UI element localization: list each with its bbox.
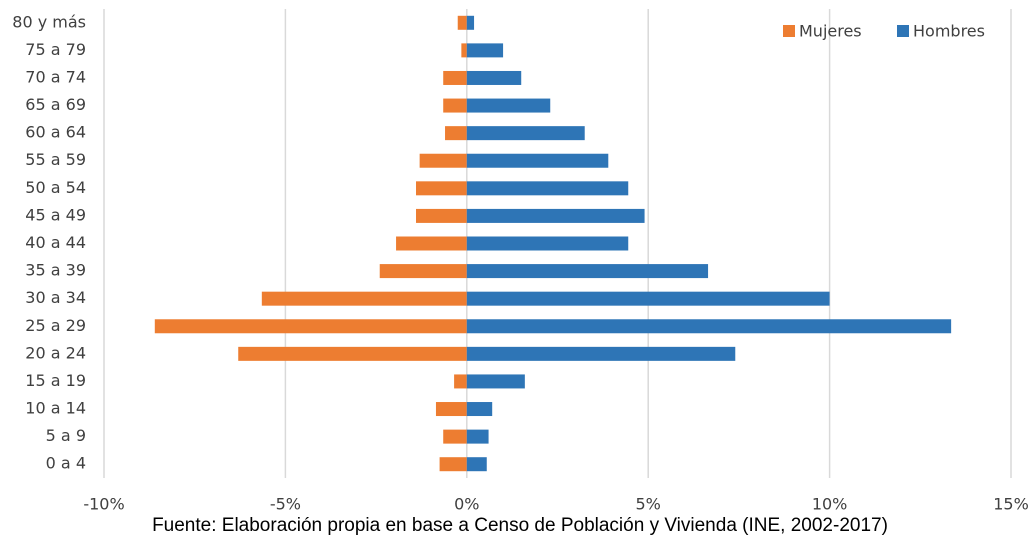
y-tick-label: 20 a 24: [25, 343, 86, 362]
bar: [435, 402, 467, 417]
bar: [419, 153, 467, 168]
y-tick-label: 55 a 59: [25, 150, 86, 169]
bar: [466, 291, 830, 306]
bar: [466, 346, 736, 361]
x-tick-label: -10%: [83, 495, 124, 514]
y-tick-label: 35 a 39: [25, 261, 86, 280]
bar: [454, 374, 467, 389]
bar: [416, 208, 467, 223]
y-tick-label: 40 a 44: [25, 233, 86, 252]
y-tick-label: 65 a 69: [25, 95, 86, 114]
bar: [466, 181, 629, 196]
x-tick-label: 5%: [636, 495, 661, 514]
y-tick-label: 15 a 19: [25, 371, 86, 390]
legend-label: Hombres: [913, 22, 985, 41]
bar: [466, 374, 525, 389]
y-tick-label: 50 a 54: [25, 178, 86, 197]
bar: [379, 264, 467, 279]
bar: [445, 126, 467, 141]
x-tick-label: 0%: [454, 495, 479, 514]
bar: [466, 43, 504, 58]
caption: Fuente: Elaboración propia en base a Cen…: [152, 515, 888, 536]
y-tick-label: 10 a 14: [25, 399, 86, 418]
legend-swatch: [783, 25, 795, 37]
bar: [416, 181, 467, 196]
bar: [154, 319, 467, 334]
bar: [461, 43, 467, 58]
y-tick-label: 5 a 9: [46, 426, 86, 445]
bar: [466, 319, 952, 334]
bar: [466, 70, 522, 85]
bar: [466, 153, 609, 168]
bar: [466, 15, 475, 30]
bar: [466, 402, 493, 417]
bar: [466, 208, 645, 223]
legend-label: Mujeres: [799, 22, 862, 41]
bar: [457, 15, 467, 30]
bar: [443, 98, 467, 113]
y-tick-label: 80 y más: [12, 12, 86, 31]
bar: [466, 126, 585, 141]
bar: [443, 429, 467, 444]
y-tick-label: 30 a 34: [25, 288, 86, 307]
bar: [443, 70, 467, 85]
bar: [261, 291, 467, 306]
bar: [466, 236, 629, 251]
bar: [466, 429, 489, 444]
y-tick-label: 60 a 64: [25, 123, 86, 142]
bar: [466, 264, 709, 279]
legend-swatch: [897, 25, 909, 37]
y-tick-label: 25 a 29: [25, 316, 86, 335]
y-tick-label: 45 a 49: [25, 205, 86, 224]
x-tick-label: 10%: [812, 495, 848, 514]
y-tick-label: 75 a 79: [25, 40, 86, 59]
bar: [238, 346, 467, 361]
bar: [439, 457, 467, 472]
bar: [396, 236, 467, 251]
y-tick-label: 70 a 74: [25, 67, 86, 86]
x-tick-label: 15%: [993, 495, 1029, 514]
bar: [466, 98, 551, 113]
y-tick-label: 0 a 4: [46, 454, 86, 473]
x-tick-label: -5%: [270, 495, 301, 514]
bar: [466, 457, 487, 472]
